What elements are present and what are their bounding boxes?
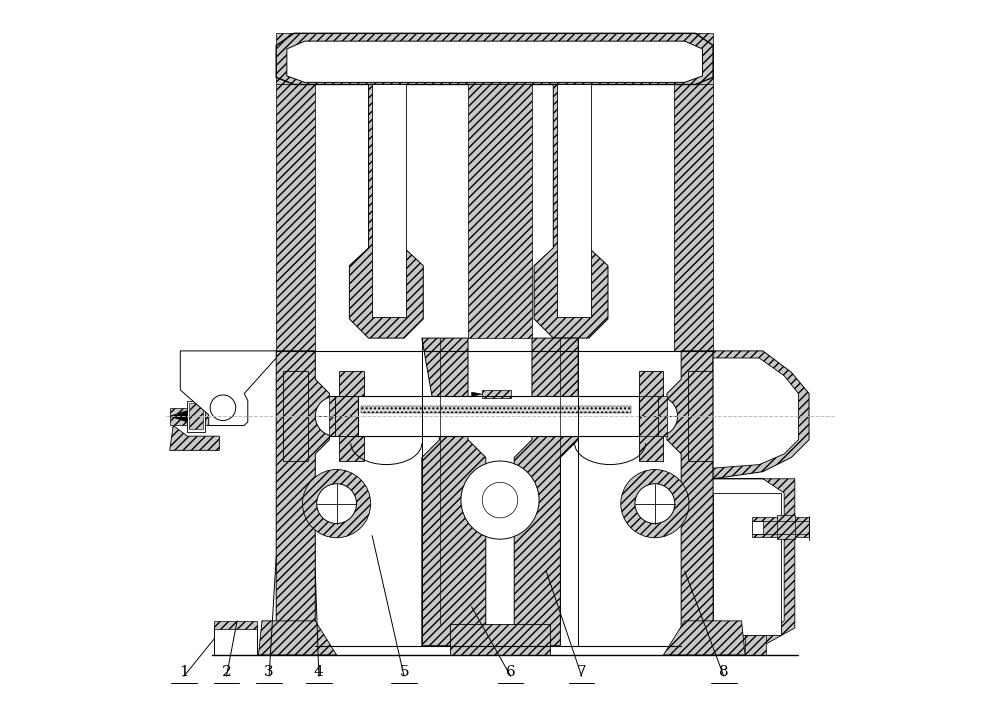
Bar	[557, 84, 591, 316]
Circle shape	[621, 470, 689, 538]
Circle shape	[302, 470, 371, 538]
Bar	[189, 404, 203, 429]
Polygon shape	[170, 410, 187, 422]
Bar	[283, 372, 308, 461]
Polygon shape	[514, 338, 578, 646]
Polygon shape	[349, 84, 423, 338]
Bar	[372, 84, 406, 316]
Circle shape	[317, 484, 356, 523]
Polygon shape	[287, 41, 702, 82]
Bar	[639, 372, 663, 461]
Polygon shape	[276, 34, 713, 84]
Text: 3: 3	[264, 665, 274, 679]
Text: 2: 2	[222, 665, 231, 679]
Bar	[674, 84, 713, 351]
Circle shape	[638, 397, 678, 436]
Bar	[358, 397, 639, 436]
Text: 4: 4	[314, 665, 324, 679]
Bar	[170, 407, 226, 425]
Bar	[276, 34, 713, 84]
Polygon shape	[170, 425, 219, 450]
Polygon shape	[663, 621, 745, 655]
Text: 6: 6	[506, 665, 516, 679]
Bar	[688, 372, 713, 461]
Polygon shape	[276, 351, 329, 646]
Circle shape	[482, 483, 518, 518]
Circle shape	[315, 397, 355, 436]
Bar	[361, 405, 631, 412]
Bar	[187, 401, 205, 432]
Polygon shape	[713, 351, 809, 479]
Bar	[214, 626, 257, 655]
Circle shape	[635, 484, 675, 523]
Text: 5: 5	[399, 665, 409, 679]
Bar	[752, 521, 763, 534]
Polygon shape	[745, 635, 766, 655]
Bar	[468, 84, 532, 338]
Text: 1: 1	[179, 665, 189, 679]
Polygon shape	[713, 358, 798, 468]
Polygon shape	[667, 351, 713, 646]
Bar	[339, 372, 364, 461]
Polygon shape	[450, 624, 550, 655]
Bar	[276, 644, 315, 655]
Bar	[329, 397, 358, 436]
Bar	[639, 397, 667, 436]
Polygon shape	[180, 351, 276, 425]
Bar	[482, 390, 511, 399]
Polygon shape	[258, 621, 337, 655]
Bar	[752, 517, 809, 537]
Text: 7: 7	[577, 665, 587, 679]
Bar	[713, 493, 781, 635]
Polygon shape	[534, 84, 608, 338]
Bar	[276, 84, 315, 351]
Polygon shape	[472, 392, 482, 397]
Circle shape	[461, 461, 539, 539]
Bar	[214, 621, 257, 629]
Bar	[777, 515, 795, 539]
Circle shape	[210, 395, 236, 420]
Text: 8: 8	[719, 665, 729, 679]
Polygon shape	[713, 479, 795, 646]
Polygon shape	[422, 338, 486, 646]
